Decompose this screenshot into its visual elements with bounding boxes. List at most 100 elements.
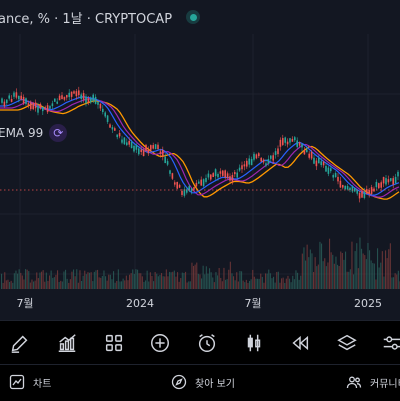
- volume-bar: [159, 274, 161, 289]
- volume-bar: [61, 281, 63, 289]
- volume-bar: [316, 266, 318, 289]
- volume-bar: [357, 268, 359, 289]
- compass-icon: [171, 374, 187, 390]
- volume-bar: [257, 278, 259, 289]
- volume-bar: [106, 280, 108, 289]
- volume-bar: [231, 273, 233, 289]
- candle: [66, 94, 68, 98]
- nav-explore-label: 찾아 보기: [195, 378, 235, 390]
- symbol-title[interactable]: ance, % · 1날 · CRYPTOCAP: [0, 11, 173, 27]
- volume-bar: [45, 272, 47, 289]
- candle: [390, 178, 392, 181]
- ema-legend[interactable]: EMA 99 ⟳: [0, 124, 68, 142]
- candle: [162, 149, 164, 157]
- candle: [370, 187, 373, 194]
- chart-header: ance, % · 1날 · CRYPTOCAP: [0, 0, 400, 34]
- candle: [320, 161, 322, 166]
- candle: [152, 145, 154, 149]
- volume-bar: [196, 262, 198, 289]
- alarm-icon[interactable]: [195, 331, 219, 355]
- volume-bar: [266, 273, 268, 289]
- candle: [310, 151, 313, 159]
- candle: [200, 179, 202, 186]
- volume-bar: [210, 272, 212, 289]
- pencil-icon[interactable]: [8, 331, 32, 355]
- candle: [301, 144, 303, 148]
- volume-bar: [151, 276, 153, 289]
- volume-bar: [33, 281, 35, 289]
- volume-bar: [260, 273, 262, 289]
- volume-bar: [89, 272, 91, 289]
- volume-bar: [207, 273, 209, 289]
- volume-bar: [247, 282, 249, 289]
- candle: [356, 190, 358, 194]
- nav-community[interactable]: 커뮤니티: [346, 374, 400, 390]
- volume-bar: [103, 270, 105, 289]
- candle: [49, 106, 51, 109]
- volume-bar: [175, 276, 177, 289]
- volume-bar: [308, 257, 310, 289]
- volume-bar: [97, 269, 99, 289]
- volume-bar: [327, 262, 329, 289]
- volume-bar: [28, 271, 30, 289]
- volume-bar: [332, 254, 334, 289]
- volume-bar: [391, 277, 393, 289]
- volume-bar: [90, 272, 92, 289]
- volume-bar: [191, 262, 193, 289]
- replay-icon[interactable]: [288, 331, 312, 355]
- volume-bar: [37, 278, 39, 289]
- candle: [159, 151, 162, 154]
- candle: [205, 177, 207, 182]
- volume-bar: [34, 280, 36, 289]
- volume-bar: [109, 274, 111, 289]
- volume-bar: [133, 273, 135, 289]
- volume-bar: [186, 282, 188, 289]
- volume-bar: [98, 277, 100, 289]
- volume-bar: [273, 276, 275, 289]
- volume-bar: [121, 281, 123, 289]
- candle: [375, 181, 378, 188]
- candle: [92, 94, 94, 102]
- volume-bar: [81, 280, 83, 289]
- volume-bar: [276, 271, 278, 289]
- add-icon[interactable]: [148, 331, 172, 355]
- volume-bar: [172, 271, 174, 289]
- bottom-navigation: 차트 찾아 보기 커뮤니티: [0, 364, 400, 401]
- volume-bar: [209, 268, 211, 289]
- candle: [58, 95, 61, 101]
- candle: [236, 172, 238, 178]
- volume-bar: [194, 264, 196, 289]
- volume-bar: [95, 270, 97, 289]
- candle: [188, 186, 190, 191]
- candle: [75, 91, 78, 97]
- candle: [68, 92, 70, 98]
- volume-bar: [183, 272, 185, 289]
- grid-icon[interactable]: [102, 331, 126, 355]
- volume-bar: [105, 276, 107, 289]
- volume-bar: [242, 280, 244, 289]
- candle: [145, 144, 147, 152]
- settings-sliders-icon[interactable]: [380, 331, 400, 355]
- candle: [104, 112, 106, 117]
- volume-bar: [329, 238, 331, 289]
- volume-bar: [364, 255, 366, 289]
- layers-icon[interactable]: [335, 331, 359, 355]
- candle: [42, 107, 44, 112]
- candle: [318, 157, 320, 164]
- x-axis-tick-label: 7월: [244, 297, 261, 310]
- candles-icon[interactable]: [242, 331, 266, 355]
- nav-chart[interactable]: 차트: [9, 374, 51, 390]
- price-chart[interactable]: 7월 2024 7월 2025: [0, 34, 400, 320]
- candle: [99, 103, 102, 109]
- volume-bar: [225, 279, 227, 289]
- volume-bar: [253, 276, 255, 289]
- volume-bar: [55, 274, 57, 289]
- refresh-icon[interactable]: ⟳: [49, 124, 68, 142]
- volume-bar: [170, 272, 172, 289]
- volume-bar: [341, 252, 343, 289]
- indicators-icon[interactable]: [55, 331, 79, 355]
- volume-bar: [60, 280, 62, 289]
- candle: [87, 98, 90, 103]
- nav-explore[interactable]: 찾아 보기: [171, 374, 235, 390]
- chart-area[interactable]: 7월 2024 7월 2025 EMA 99 ⟳: [0, 34, 400, 320]
